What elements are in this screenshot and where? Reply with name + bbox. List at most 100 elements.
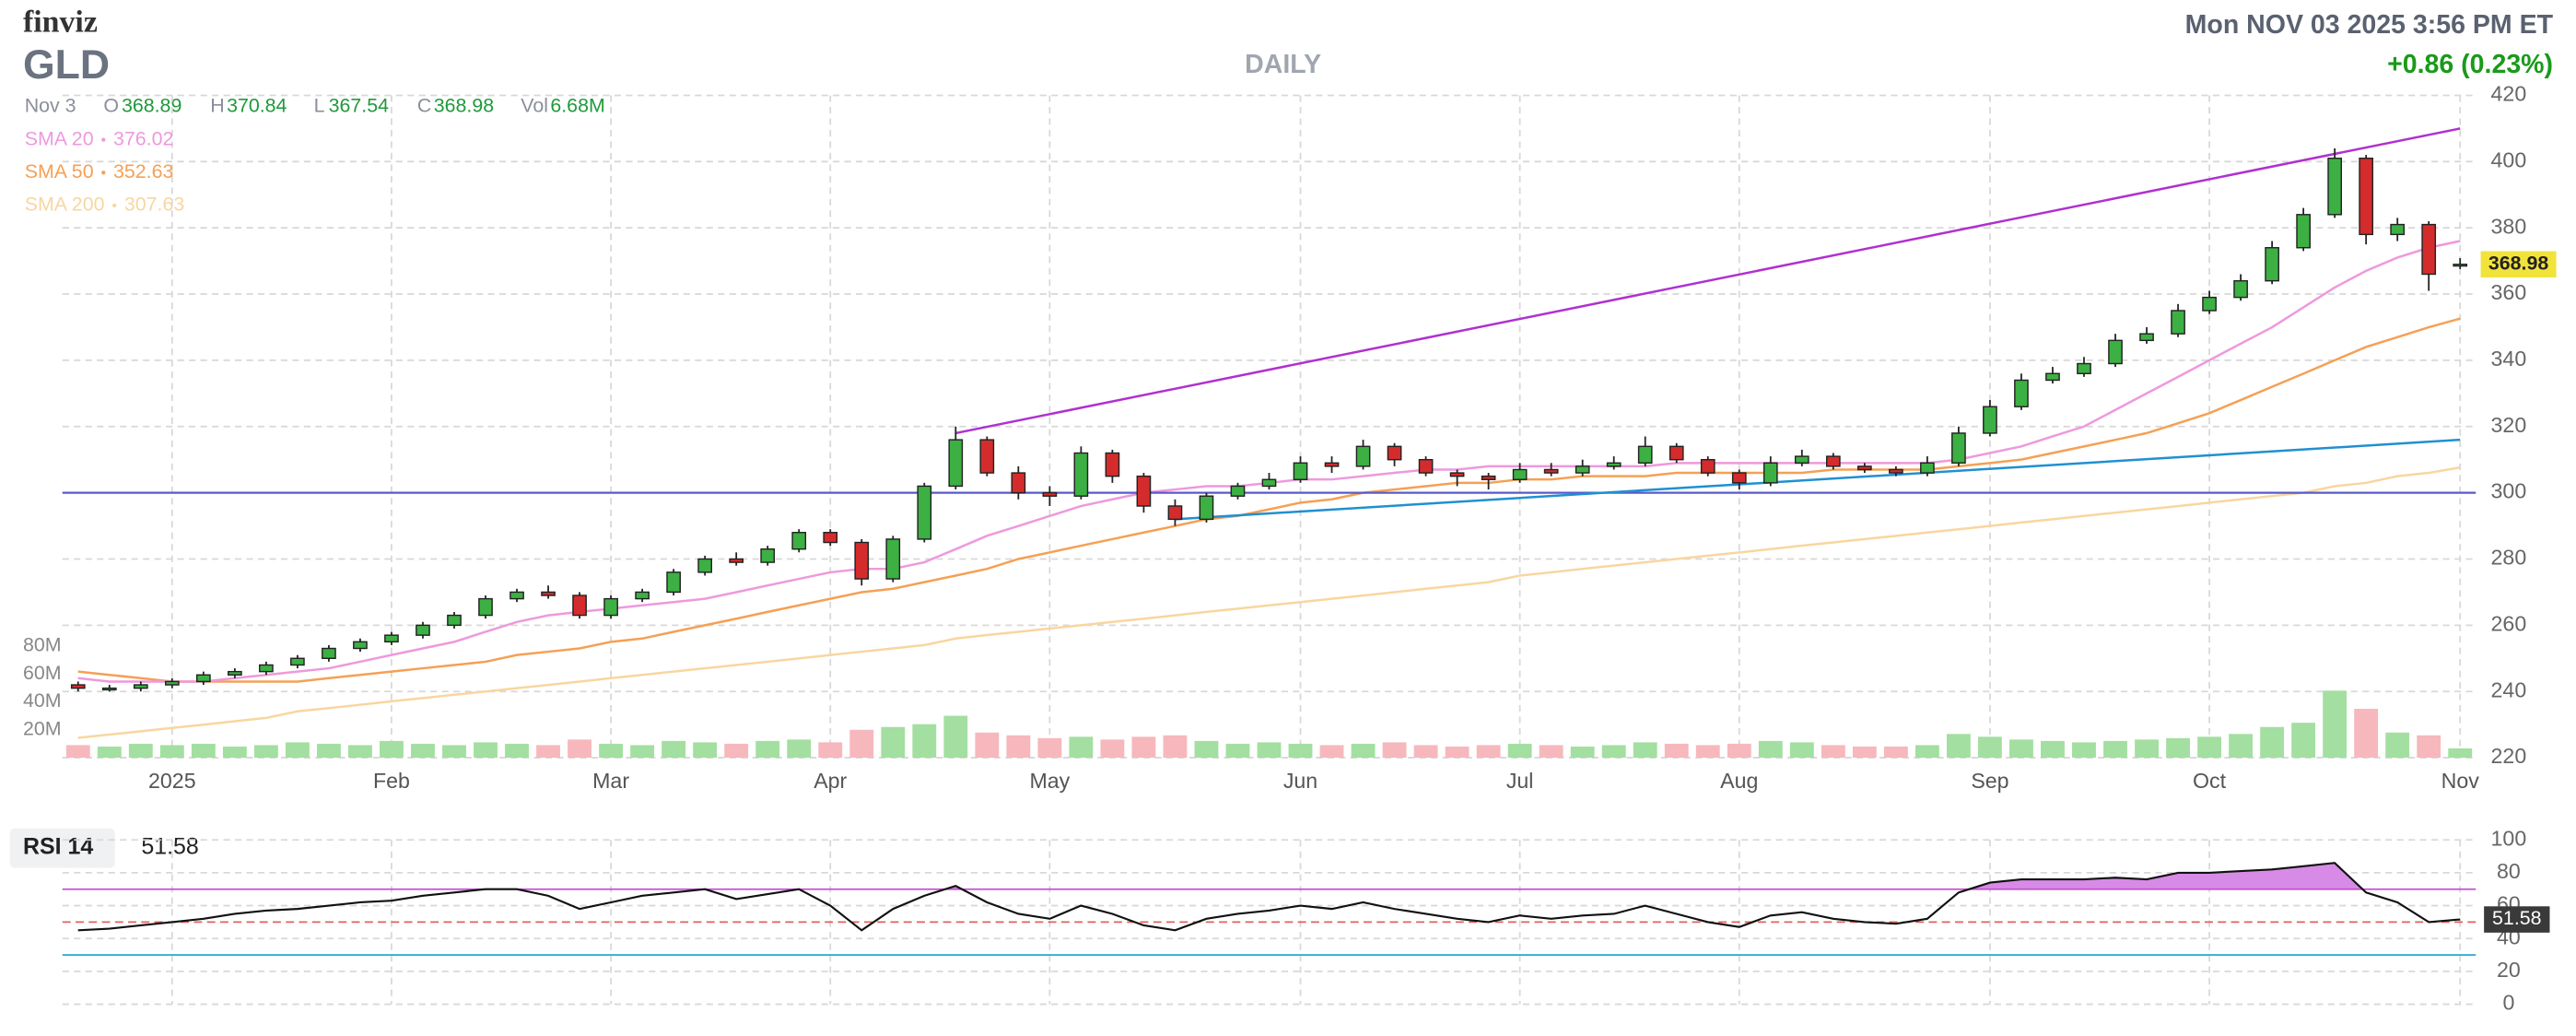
- candle-body: [228, 670, 242, 676]
- candle-body: [478, 597, 493, 617]
- volume-bar: [65, 745, 90, 759]
- volume-bar: [1382, 742, 1407, 759]
- candle-body: [1042, 491, 1058, 497]
- x-tick-label: 2025: [148, 769, 196, 793]
- candle-body: [196, 674, 211, 683]
- ohlc-label: O: [103, 95, 119, 117]
- candle-body: [2421, 223, 2437, 276]
- candle-body: [979, 439, 995, 474]
- volume-bar: [1163, 735, 1188, 759]
- volume-bar: [975, 732, 1000, 759]
- volume-bar: [1445, 746, 1469, 759]
- volume-bar: [2323, 690, 2348, 759]
- candle-body: [1167, 505, 1183, 521]
- ohlc-label: C: [417, 95, 431, 117]
- volume-tick-label: 60M: [23, 662, 62, 684]
- ohlc-value: 367.54: [329, 95, 389, 117]
- x-tick-label: Sep: [1971, 769, 2008, 793]
- candle-body: [322, 647, 336, 659]
- rsi-tag: [2484, 906, 2550, 933]
- volume-bar: [1883, 746, 1908, 759]
- rsi-title: RSI 14: [23, 834, 93, 860]
- volume-bar: [568, 739, 592, 759]
- y-tick-label: 100: [2491, 826, 2527, 850]
- candle-body: [2233, 279, 2248, 299]
- y-tick-label: 300: [2491, 479, 2527, 503]
- volume-bar: [630, 745, 655, 759]
- volume-bar: [1914, 745, 1939, 759]
- candle-body: [948, 439, 964, 488]
- volume-tick-label: 20M: [23, 717, 62, 739]
- candle-body: [1261, 478, 1277, 488]
- ticker: GLD: [23, 42, 110, 88]
- volume-bar: [1695, 745, 1720, 759]
- logo[interactable]: finviz: [23, 6, 98, 40]
- volume-bar: [222, 746, 247, 759]
- volume-bar: [2354, 709, 2379, 759]
- ohlc-value: 368.89: [122, 95, 181, 117]
- candle-body: [666, 571, 681, 594]
- candle-body: [1794, 455, 1809, 465]
- candle-body: [2202, 296, 2217, 312]
- legend-name: SMA 50: [25, 160, 94, 182]
- volume-bar: [1507, 743, 1532, 759]
- volume-bar: [97, 746, 122, 759]
- volume-bar: [159, 745, 184, 759]
- datetime: Mon NOV 03 2025 3:56 PM ET: [2185, 10, 2554, 40]
- candle-body: [1920, 462, 1935, 474]
- y-tick-label: 420: [2491, 82, 2527, 106]
- volume-bar: [881, 726, 906, 759]
- volume-bar: [1131, 736, 1156, 759]
- y-tick-label: 320: [2491, 413, 2527, 437]
- y-tick-label: 80: [2497, 859, 2521, 883]
- candle-body: [1700, 458, 1715, 474]
- candle-body: [1324, 462, 1340, 467]
- volume-bar: [1539, 745, 1563, 759]
- volume-bar: [599, 743, 624, 759]
- y-tick-label: 280: [2491, 546, 2527, 570]
- candle-body: [2139, 333, 2154, 342]
- volume-bar: [1821, 745, 1845, 759]
- candle-body: [1387, 445, 1402, 461]
- candle-body: [1136, 475, 1152, 507]
- candle-body: [509, 591, 524, 600]
- candle-body: [885, 538, 901, 580]
- x-tick-label: Feb: [373, 769, 410, 793]
- volume-bar: [316, 743, 341, 759]
- candle-body: [447, 614, 462, 627]
- candle-body: [1230, 485, 1246, 497]
- legend-dot: [101, 137, 106, 142]
- volume-bar: [2385, 732, 2410, 759]
- legend-value: 376.02: [113, 127, 173, 149]
- candle-body: [1951, 432, 1966, 465]
- candle-body: [164, 680, 180, 686]
- x-tick-label: May: [1029, 769, 1070, 793]
- candle-body: [353, 641, 368, 650]
- volume-tick-label: 80M: [23, 633, 62, 655]
- candle-body: [1857, 465, 1872, 471]
- volume-bar: [2041, 740, 2065, 759]
- candle-body: [2327, 158, 2342, 216]
- candle-body: [917, 485, 932, 540]
- volume-bar: [1006, 735, 1031, 759]
- volume-bar: [380, 740, 404, 759]
- y-tick-label: 340: [2491, 347, 2527, 371]
- volume-bar: [693, 742, 718, 759]
- candle-body: [2077, 362, 2091, 374]
- volume-bar: [474, 742, 498, 759]
- candle-body: [2359, 158, 2374, 236]
- candle-body: [416, 624, 430, 636]
- candle-body: [791, 532, 807, 550]
- volume-bar: [1413, 745, 1438, 759]
- y-tick-label: 220: [2491, 744, 2527, 768]
- candle-body: [1199, 495, 1214, 521]
- candle-body: [2390, 223, 2406, 236]
- candle-body: [70, 684, 86, 689]
- candle-body: [603, 597, 618, 617]
- volume-bar: [1194, 740, 1219, 759]
- x-tick-label: Nov: [2441, 769, 2480, 793]
- volume-bar: [943, 715, 968, 759]
- candle-body: [1418, 458, 1434, 474]
- rsi-tag-label: 51.58: [2492, 907, 2541, 929]
- ohlc-value: 370.84: [227, 95, 287, 117]
